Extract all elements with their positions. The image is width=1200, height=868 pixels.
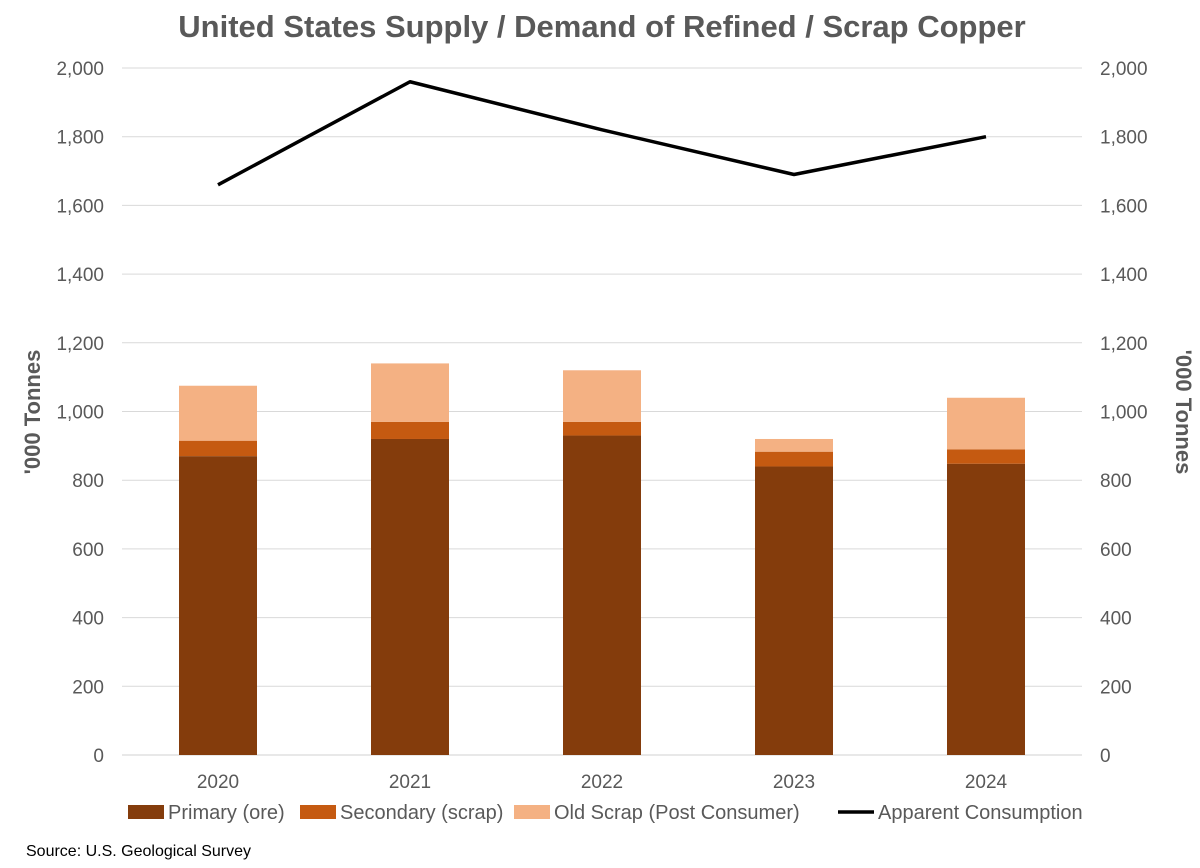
bar-primary-ore-2023: [755, 466, 833, 755]
left-tick-label: 1,400: [56, 265, 104, 286]
legend-label: Old Scrap (Post Consumer): [554, 802, 800, 824]
left-tick-label: 800: [72, 471, 104, 492]
legend: Primary (ore) Secondary (scrap) Old Scrap …: [128, 802, 1083, 824]
bar-secondary-scrap-2023: [755, 451, 833, 467]
left-tick-label: 1,600: [56, 196, 104, 217]
legend-label: Primary (ore): [168, 802, 285, 824]
left-tick-label: 1,000: [56, 403, 104, 424]
right-tick-label: 200: [1100, 677, 1132, 698]
bar-primary-ore-2021: [371, 438, 449, 755]
left-tick-label: 400: [72, 609, 104, 630]
x-tick-label: 2022: [581, 772, 623, 793]
left-tick-label: 0: [93, 746, 104, 767]
right-tick-label: 1,000: [1100, 403, 1148, 424]
left-tick-label: 1,800: [56, 128, 104, 149]
right-tick-label: 1,600: [1100, 196, 1148, 217]
bar-secondary-scrap-2021: [371, 421, 449, 439]
right-tick-label: 1,800: [1100, 128, 1148, 149]
bar-primary-ore-2022: [563, 435, 641, 755]
left-axis-title: '000 Tonnes: [20, 350, 45, 475]
right-tick-label: 800: [1100, 471, 1132, 492]
x-tick-label: 2023: [773, 772, 815, 793]
bar-old-scrap-post-consumer-2024: [947, 397, 1025, 450]
right-tick-label: 1,200: [1100, 334, 1148, 355]
left-axis: 0 200 400 600 800 1,000 1,200 1,400 1,600 1,800 2,…: [56, 59, 104, 767]
left-tick-label: 200: [72, 677, 104, 698]
right-tick-label: 0: [1100, 746, 1111, 767]
bar-primary-ore-2024: [947, 463, 1025, 755]
bar-primary-ore-2020: [179, 456, 257, 755]
right-tick-label: 2,000: [1100, 59, 1148, 80]
bar-old-scrap-post-consumer-2021: [371, 363, 449, 422]
legend-item: Old Scrap (Post Consumer): [514, 802, 800, 824]
legend-swatch: [514, 805, 550, 819]
chart: United States Supply / Demand of Refined…: [20, 9, 1196, 824]
bar-secondary-scrap-2022: [563, 421, 641, 436]
right-tick-label: 600: [1100, 540, 1132, 561]
right-axis-title: '000 Tonnes: [1171, 350, 1196, 475]
left-tick-label: 2,000: [56, 59, 104, 80]
bar-old-scrap-post-consumer-2023: [755, 438, 833, 452]
x-tick-label: 2020: [197, 772, 239, 793]
left-tick-label: 1,200: [56, 334, 104, 355]
bar-group: [179, 363, 1025, 755]
x-tick-label: 2024: [965, 772, 1008, 793]
x-tick-label: 2021: [389, 772, 431, 793]
chart-title: United States Supply / Demand of Refined…: [178, 9, 1025, 44]
source-note: Source: U.S. Geological Survey: [26, 843, 251, 860]
legend-item: Primary (ore): [128, 802, 285, 824]
right-axis: 0 200 400 600 800 1,000 1,200 1,400 1,600 1,800 2,…: [1100, 59, 1148, 767]
line-group: [217, 79, 987, 187]
bar-secondary-scrap-2020: [179, 440, 257, 457]
left-tick-label: 600: [72, 540, 104, 561]
bar-old-scrap-post-consumer-2022: [563, 370, 641, 422]
bar-old-scrap-post-consumer-2020: [179, 385, 257, 441]
legend-swatch: [300, 805, 336, 819]
right-tick-label: 1,400: [1100, 265, 1148, 286]
legend-label: Apparent Consumption: [878, 802, 1083, 824]
legend-label: Secondary (scrap): [340, 802, 503, 824]
x-axis: 2020 2021 2022 2023 2024: [197, 772, 1008, 793]
legend-item: Apparent Consumption: [838, 802, 1083, 824]
bar-secondary-scrap-2024: [947, 449, 1025, 464]
line-apparent-consumption: [217, 79, 987, 187]
legend-swatch: [128, 805, 164, 819]
right-tick-label: 400: [1100, 609, 1132, 630]
legend-item: Secondary (scrap): [300, 802, 503, 824]
